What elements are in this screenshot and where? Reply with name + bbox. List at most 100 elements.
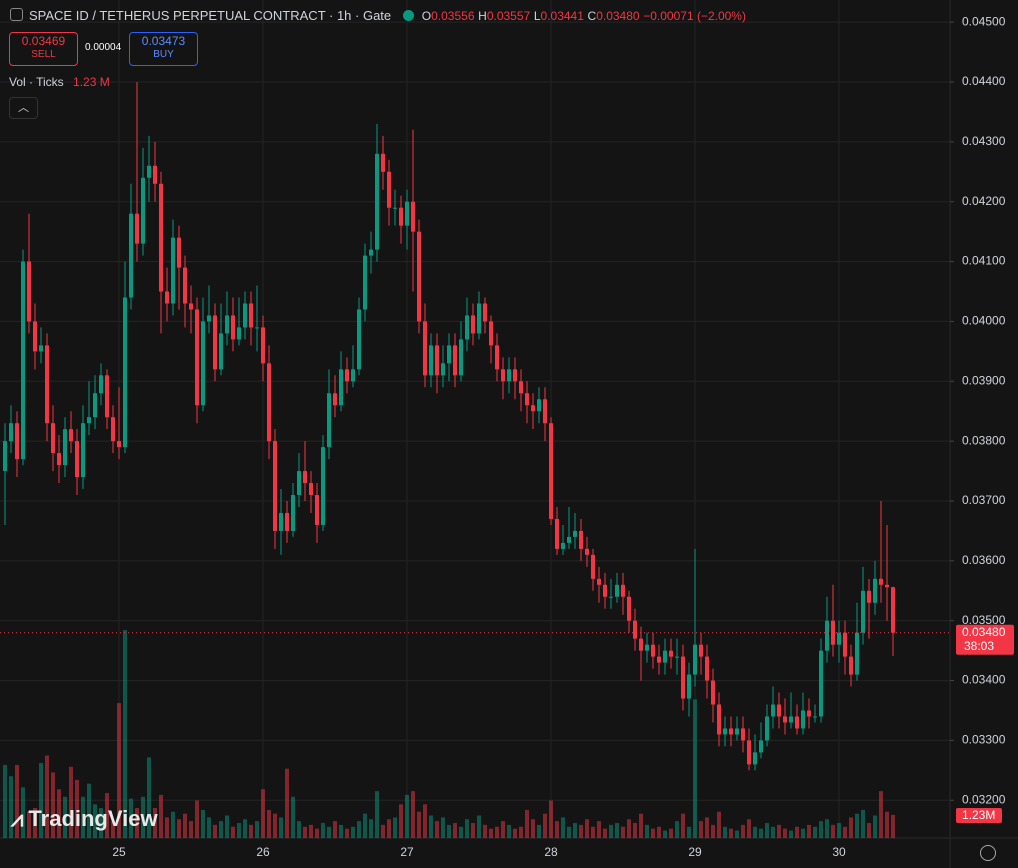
settings-button[interactable]: [980, 845, 996, 861]
volume-bar: [579, 824, 583, 838]
candle-body: [279, 512, 283, 531]
candle-body: [363, 255, 367, 310]
volume-bar: [789, 830, 793, 838]
volume-bar: [291, 796, 295, 838]
volume-bar: [813, 826, 817, 838]
candle-body: [237, 327, 241, 340]
candle-body: [375, 153, 379, 250]
candle-body: [765, 716, 769, 741]
volume-bar: [543, 813, 547, 838]
candle-body: [537, 399, 541, 412]
y-tick-label: 0.03700: [962, 493, 1006, 507]
volume-bar: [849, 817, 853, 838]
volume-bar: [405, 794, 409, 838]
volume-bar: [603, 828, 607, 838]
candle-body: [21, 261, 25, 460]
candle-body: [123, 297, 127, 448]
candle-body: [201, 321, 205, 406]
candle-body: [489, 321, 493, 346]
volume-bar: [207, 817, 211, 838]
candle-body: [585, 548, 589, 555]
candle-body: [189, 303, 193, 310]
volume-bar: [75, 779, 79, 838]
spread: 0.00004: [85, 42, 122, 53]
volume-bar: [645, 824, 649, 838]
volume-bar: [687, 826, 691, 838]
candle-body: [351, 369, 355, 382]
volume-bar: [147, 757, 151, 838]
volume-bar: [39, 763, 43, 838]
y-tick-label: 0.04400: [962, 74, 1006, 88]
ohlc-low: 0.03441: [540, 9, 584, 23]
volume-bar: [723, 826, 727, 838]
sell-price: 0.03469: [21, 34, 66, 48]
candle-body: [75, 441, 79, 478]
candle-body: [693, 644, 697, 675]
candle-body: [33, 321, 37, 352]
last-volume-badge: [956, 807, 1002, 823]
volume-bar: [477, 815, 481, 838]
volume-bar: [591, 826, 595, 838]
candle-body: [405, 201, 409, 226]
candle-body: [831, 620, 835, 645]
volume-bar: [129, 798, 133, 838]
volume-bar: [69, 766, 73, 838]
x-tick-label: 27: [400, 845, 414, 859]
volume-bar: [99, 808, 103, 838]
candle-body: [99, 375, 103, 394]
volume-bar: [9, 776, 13, 838]
volume-bar: [237, 823, 241, 838]
volume-bar: [63, 796, 67, 838]
volume-bar: [21, 787, 25, 838]
volume-bar: [171, 811, 175, 838]
volume-bar: [783, 828, 787, 838]
ohlc-l-label: L: [533, 9, 541, 23]
candle-body: [483, 303, 487, 322]
x-tick-label: 30: [832, 845, 846, 859]
symbol-title: SPACE ID / TETHERUS PERPETUAL CONTRACT ·…: [29, 8, 392, 23]
candle-body: [219, 333, 223, 370]
volume-bar: [795, 826, 799, 838]
watermark: ⩘ TradingView: [11, 806, 158, 832]
candle-body: [417, 231, 421, 322]
candle-body: [663, 650, 667, 663]
volume-bar: [417, 811, 421, 838]
volume-bar: [843, 826, 847, 838]
volume-bar: [411, 791, 415, 838]
sell-button[interactable]: 0.03469 SELL: [9, 32, 78, 66]
volume-bar: [249, 824, 253, 838]
volume-bar: [105, 793, 109, 838]
volume-bar: [219, 821, 223, 838]
candle-body: [657, 656, 661, 663]
candle-body: [225, 315, 229, 334]
candle-body: [177, 237, 181, 268]
candle-body: [651, 644, 655, 657]
volume-bar: [771, 826, 775, 838]
candle-body: [453, 345, 457, 376]
volume-bar: [873, 815, 877, 838]
candle-body: [117, 441, 121, 448]
candle-body: [807, 710, 811, 717]
y-tick-label: 0.03800: [962, 433, 1006, 447]
candle-body: [129, 213, 133, 298]
volume-bar: [333, 821, 337, 838]
ohlc-open: 0.03556: [431, 9, 475, 23]
candle-body: [159, 183, 163, 292]
volume-bar: [537, 824, 541, 838]
collapse-button[interactable]: ︿: [9, 97, 38, 119]
buy-button[interactable]: 0.03473 BUY: [129, 32, 198, 66]
candle-body: [627, 596, 631, 621]
candle-body: [141, 177, 145, 244]
volume-bar: [435, 821, 439, 838]
volume-bar: [45, 755, 49, 838]
volume-bar: [855, 813, 859, 838]
sell-label: SELL: [31, 49, 56, 60]
candle-body: [681, 656, 685, 699]
candle-body: [381, 153, 385, 172]
y-tick-label: 0.04100: [962, 254, 1006, 268]
candle-body: [645, 644, 649, 651]
volume-bar: [573, 823, 577, 838]
volume-bar: [711, 824, 715, 838]
candle-body: [429, 345, 433, 376]
volume-bar: [213, 824, 217, 838]
